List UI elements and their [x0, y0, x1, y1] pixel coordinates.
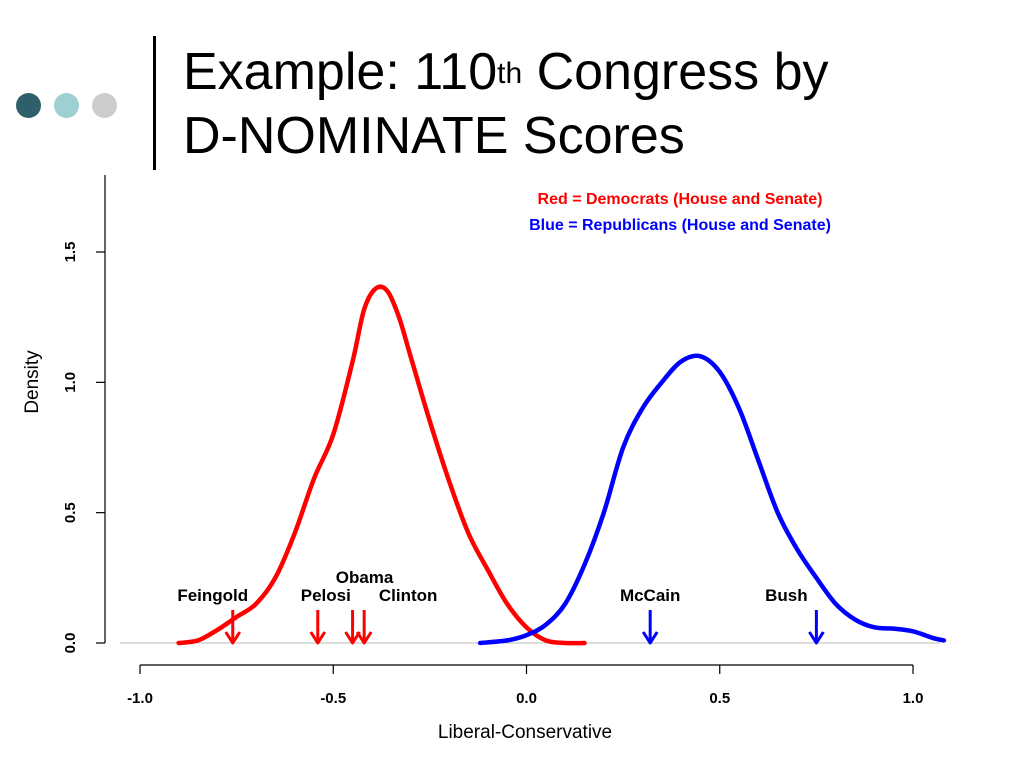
- decorative-dots: [16, 93, 117, 118]
- x-axis-label: Liberal-Conservative: [438, 722, 612, 743]
- annotation-label-0: Feingold: [177, 586, 248, 605]
- title-line2: D-NOMINATE Scores: [183, 107, 685, 165]
- dot-gray: [92, 93, 117, 118]
- annotation-label-2: Obama: [336, 568, 394, 587]
- x-tick-label-3: 0.5: [709, 690, 730, 707]
- arrow-head-3: [355, 631, 373, 645]
- y-tick-label-2: 1.0: [62, 372, 79, 393]
- chart-axes: -1.0 -0.5 0.0 0.5 1.0 0.0 0.5 1.0 1.5: [62, 175, 923, 707]
- chart-legend: Red = Democrats (House and Senate) Blue =…: [529, 191, 831, 234]
- x-tick-label-0: -1.0: [127, 690, 153, 707]
- density-curve-0: [176, 284, 587, 646]
- x-tick-label-2: 0.0: [516, 690, 537, 707]
- x-tick-label-1: -0.5: [320, 690, 346, 707]
- dot-dark: [16, 93, 41, 118]
- legend-entry-0: Red = Democrats (House and Senate): [538, 191, 823, 208]
- x-tick-label-4: 1.0: [903, 690, 924, 707]
- title-line1-suffix: Congress by: [522, 43, 829, 101]
- arrow-head-1: [309, 631, 327, 645]
- arrow-head-4: [641, 631, 659, 645]
- title-divider: [153, 36, 156, 170]
- dot-light-teal: [54, 93, 79, 118]
- arrow-head-5: [808, 631, 825, 645]
- title-line1-prefix: Example: 110: [183, 43, 498, 101]
- density-curve-1: [477, 353, 947, 646]
- annotation-label-4: McCain: [620, 586, 680, 605]
- annotation-label-1: Pelosi: [301, 586, 351, 605]
- slide-title: Example: 110th Congress by D-NOMINATE Sc…: [183, 40, 829, 168]
- arrow-head-2: [344, 631, 361, 645]
- y-tick-label-3: 1.5: [62, 242, 79, 263]
- density-curves: [176, 284, 947, 646]
- title-superscript: th: [497, 57, 523, 90]
- y-tick-label-1: 0.5: [62, 502, 79, 523]
- y-axis-label: Density: [22, 350, 43, 414]
- annotation-label-3: Clinton: [379, 586, 438, 605]
- annotation-label-5: Bush: [765, 586, 808, 605]
- legend-entry-1: Blue = Republicans (House and Senate): [529, 217, 831, 234]
- arrow-head-0: [224, 631, 242, 645]
- y-tick-label-0: 0.0: [62, 633, 79, 654]
